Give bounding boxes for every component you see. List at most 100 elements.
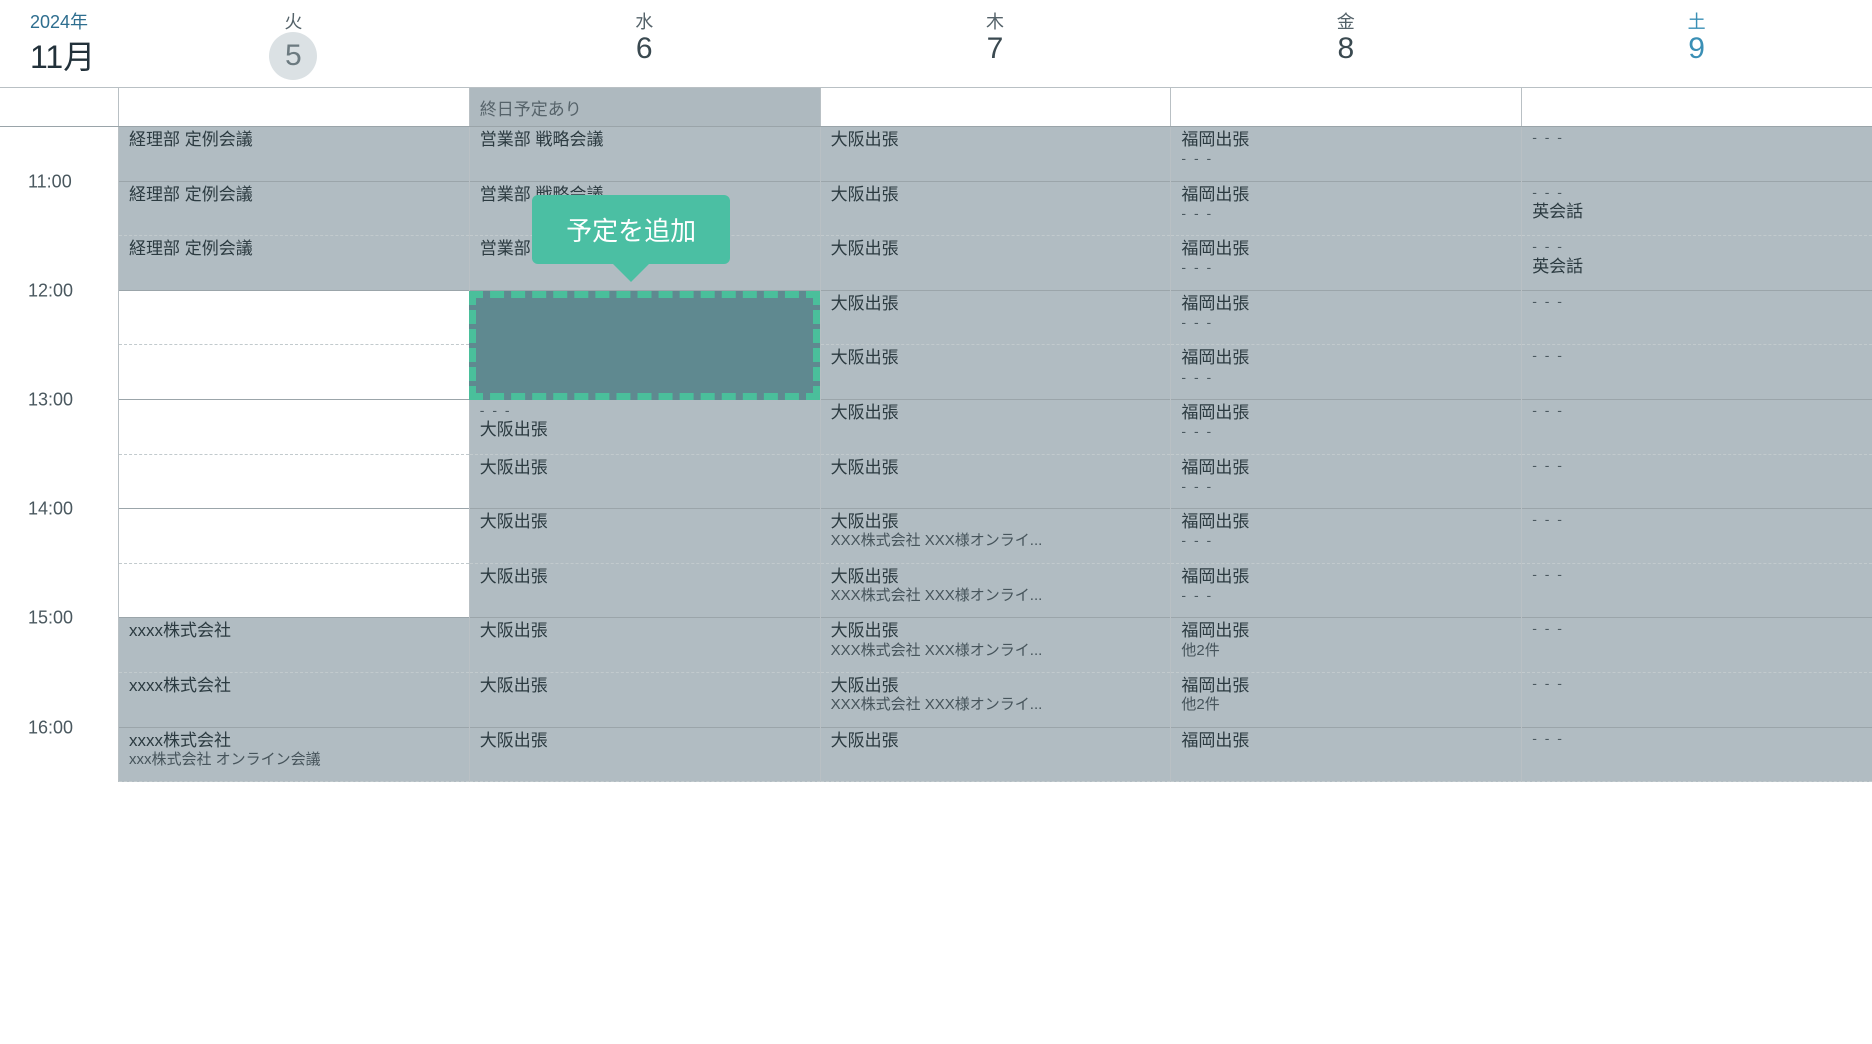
time-slot[interactable]: 経理部 定例会議 [119,236,469,291]
event-more-indicator: - - - [1181,587,1513,605]
time-slot[interactable] [119,509,469,564]
time-slot[interactable]: 福岡出張他2件 [1171,673,1521,728]
allday-cell-day-8[interactable] [1170,88,1521,126]
event-more-indicator: - - - [1532,347,1864,365]
time-slot[interactable]: 福岡出張 [1171,728,1521,783]
time-slot[interactable]: - - -英会話 [1522,182,1872,237]
time-slot[interactable]: 福岡出張- - - [1171,564,1521,619]
event-title: 福岡出張 [1181,238,1513,259]
time-slot[interactable]: xxxx株式会社xxx株式会社 オンライン会議 [119,728,469,783]
time-slot[interactable]: 大阪出張XXX株式会社 XXX様オンライ... [821,509,1171,564]
event-title: 大阪出張 [480,566,812,587]
day-of-week-label: 金 [1170,8,1521,34]
time-slot[interactable]: - - - [1522,673,1872,728]
time-slot[interactable]: 福岡出張- - - [1171,345,1521,400]
time-range-selection[interactable] [469,291,820,400]
time-slot[interactable]: 大阪出張 [470,455,820,510]
time-slot[interactable]: 大阪出張 [821,455,1171,510]
day-header-5[interactable]: 火5 [118,0,469,87]
time-slot[interactable]: 大阪出張 [821,236,1171,291]
time-slot[interactable]: 大阪出張XXX株式会社 XXX様オンライ... [821,618,1171,673]
event-subtitle: XXX株式会社 XXX様オンライ... [831,532,1163,551]
time-slot[interactable]: xxxx株式会社 [119,673,469,728]
time-slot[interactable]: 福岡出張- - - [1171,455,1521,510]
time-slot[interactable]: 大阪出張 [821,182,1171,237]
event-subtitle: XXX株式会社 XXX様オンライ... [831,696,1163,715]
calendar-grid: 11:0012:0013:0014:0015:0016:00 経理部 定例会議経… [0,126,1872,782]
time-slot[interactable]: - - - [1522,564,1872,619]
allday-cell-day-6[interactable]: 終日予定あり [469,88,820,126]
event-title: xxxx株式会社 [129,675,461,696]
time-slot[interactable]: 大阪出張 [470,728,820,783]
event-more-indicator: - - - [1532,293,1864,311]
calendar-week-view: 2024年 11月 火5水6木7金8土9 終日予定あり 11:0012:0013… [0,0,1872,782]
time-slot[interactable]: 経理部 定例会議 [119,127,469,182]
header-month-label: 2024年 11月 [0,0,118,87]
day-of-week-label: 水 [469,8,820,34]
time-slot[interactable]: 福岡出張- - - [1171,127,1521,182]
time-slot[interactable]: 経理部 定例会議 [119,182,469,237]
event-more-indicator: - - - [1181,259,1513,277]
day-column-5: 経理部 定例会議経理部 定例会議経理部 定例会議xxxx株式会社xxxx株式会社… [118,127,469,782]
time-slot[interactable]: 福岡出張- - - [1171,400,1521,455]
header-year: 2024年 [30,8,118,34]
time-slot[interactable]: - - - [1522,455,1872,510]
day-header-7[interactable]: 木7 [820,0,1171,87]
allday-cell-day-7[interactable] [820,88,1171,126]
allday-cell-day-9[interactable] [1521,88,1872,126]
time-slot[interactable]: 福岡出張- - - [1171,182,1521,237]
time-slot[interactable] [119,400,469,455]
time-slot[interactable]: 福岡出張他2件 [1171,618,1521,673]
allday-cell-day-5[interactable] [118,88,469,126]
event-title: 福岡出張 [1181,730,1513,751]
time-slot[interactable]: 大阪出張 [821,291,1171,346]
event-title: 福岡出張 [1181,402,1513,423]
time-slot[interactable]: 大阪出張XXX株式会社 XXX様オンライ... [821,673,1171,728]
event-more-indicator: - - - [1181,478,1513,496]
time-slot[interactable]: - - - [1522,345,1872,400]
time-slot[interactable]: 福岡出張- - - [1171,509,1521,564]
time-slot[interactable]: 大阪出張 [470,564,820,619]
time-slot[interactable] [119,455,469,510]
time-slot[interactable]: 大阪出張XXX株式会社 XXX様オンライ... [821,564,1171,619]
event-subtitle: XXX株式会社 XXX様オンライ... [831,642,1163,661]
time-slot[interactable]: - - - [1522,509,1872,564]
day-header-8[interactable]: 金8 [1170,0,1521,87]
time-slot[interactable]: - - -大阪出張 [470,400,820,455]
allday-event[interactable]: 終日予定あり [470,88,820,126]
time-slot[interactable]: 大阪出張 [470,673,820,728]
time-slot[interactable]: - - - [1522,618,1872,673]
time-slot[interactable]: 営業部 戦略会議 [470,127,820,182]
time-slot[interactable]: 大阪出張 [470,618,820,673]
day-header-9[interactable]: 土9 [1521,0,1872,87]
day-column-7: 大阪出張大阪出張大阪出張大阪出張大阪出張大阪出張大阪出張大阪出張XXX株式会社 … [820,127,1171,782]
day-column-9: - - -- - -英会話- - -英会話- - -- - -- - -- - … [1521,127,1872,782]
allday-cells: 終日予定あり [118,88,1872,126]
event-title: 大阪出張 [831,620,1163,641]
time-slot[interactable]: - - - [1522,291,1872,346]
time-slot[interactable]: - - - [1522,400,1872,455]
time-slot[interactable]: 大阪出張 [821,728,1171,783]
day-columns: 経理部 定例会議経理部 定例会議経理部 定例会議xxxx株式会社xxxx株式会社… [118,127,1872,782]
time-slot[interactable]: 福岡出張- - - [1171,236,1521,291]
add-event-tooltip[interactable]: 予定を追加 [532,195,730,264]
time-slot[interactable]: 大阪出張 [821,345,1171,400]
event-more-indicator: - - - [1532,184,1864,202]
time-slot[interactable] [119,345,469,400]
time-slot[interactable]: - - -英会話 [1522,236,1872,291]
event-more-indicator: - - - [1181,314,1513,332]
event-title: 大阪出張 [831,129,1163,150]
time-slot[interactable]: - - - [1522,728,1872,783]
time-slot[interactable]: xxxx株式会社 [119,618,469,673]
event-title: 大阪出張 [831,293,1163,314]
time-slot[interactable]: 大阪出張 [821,400,1171,455]
time-gutter: 11:0012:0013:0014:0015:0016:00 [0,127,118,782]
event-title: 経理部 定例会議 [129,238,461,259]
time-slot[interactable] [119,564,469,619]
time-slot[interactable]: 大阪出張 [470,509,820,564]
time-slot[interactable]: - - - [1522,127,1872,182]
time-slot[interactable]: 福岡出張- - - [1171,291,1521,346]
time-slot[interactable]: 大阪出張 [821,127,1171,182]
time-slot[interactable] [119,291,469,346]
day-header-6[interactable]: 水6 [469,0,820,87]
